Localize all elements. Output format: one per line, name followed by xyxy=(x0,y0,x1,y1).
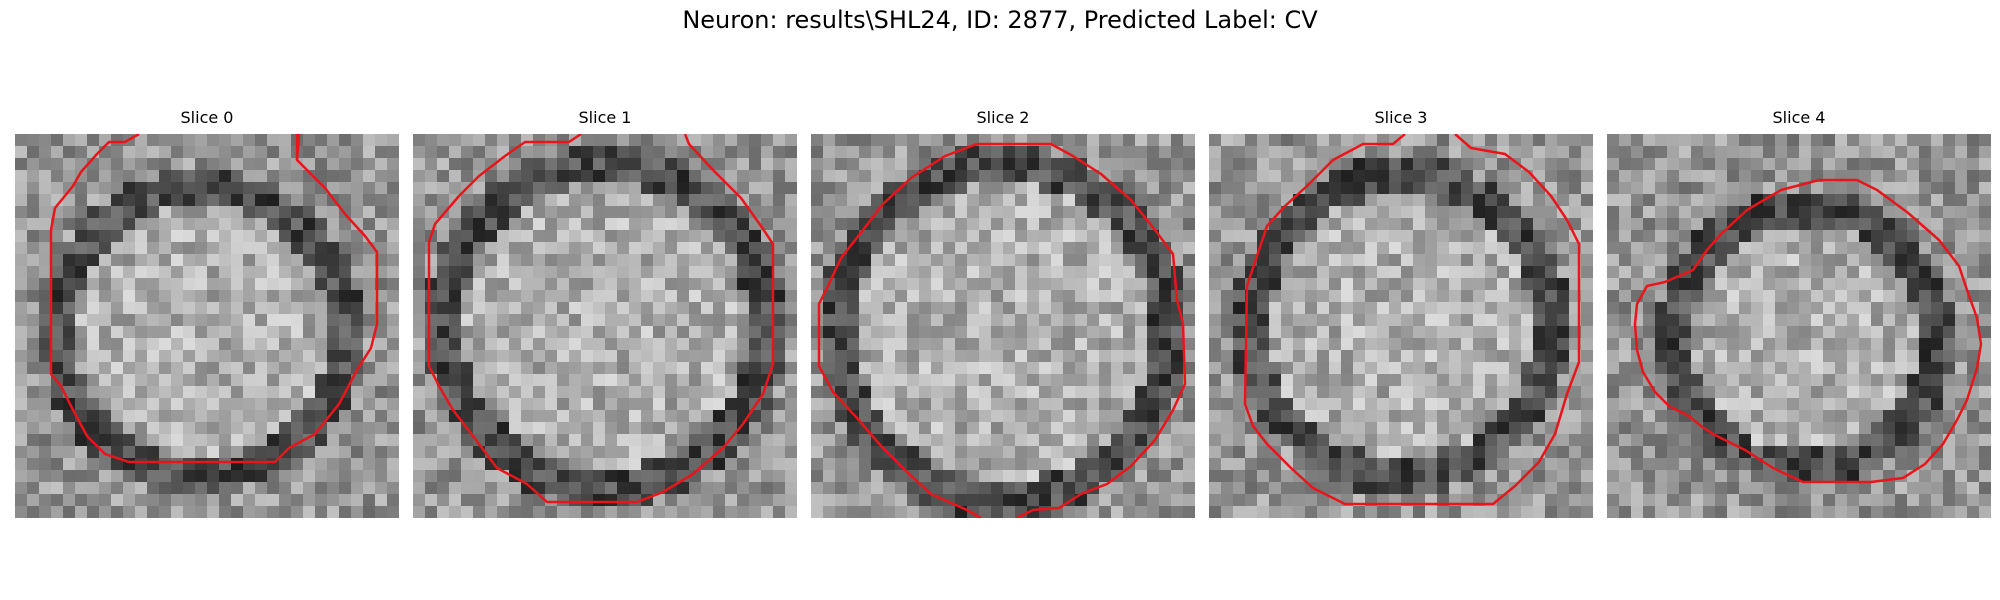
segmentation-contour xyxy=(427,134,775,504)
pixel-grid xyxy=(811,134,1195,518)
slice-image xyxy=(811,134,1195,518)
pixel-grid xyxy=(413,134,797,518)
segmentation-contour xyxy=(1633,178,1983,484)
slice-title: Slice 3 xyxy=(1374,108,1428,127)
segmentation-contour xyxy=(1243,134,1581,506)
slice-title: Slice 2 xyxy=(976,108,1030,127)
slice-title: Slice 4 xyxy=(1772,108,1826,127)
slice-panel-0: Slice 0 xyxy=(15,108,399,518)
segmentation-contour xyxy=(817,142,1187,518)
segmentation-contour xyxy=(49,134,379,464)
pixel-grid xyxy=(1209,134,1593,518)
slice-image xyxy=(1209,134,1593,518)
slice-panel-1: Slice 1 xyxy=(413,108,797,518)
pixel-grid xyxy=(15,134,399,518)
slice-image xyxy=(1607,134,1991,518)
figure-title: Neuron: results\SHL24, ID: 2877, Predict… xyxy=(682,6,1318,34)
segmentation-contour xyxy=(295,134,301,161)
slice-image xyxy=(15,134,399,518)
slice-panel-4: Slice 4 xyxy=(1607,108,1991,518)
slice-title: Slice 1 xyxy=(578,108,632,127)
slice-panel-3: Slice 3 xyxy=(1209,108,1593,518)
slice-image xyxy=(413,134,797,518)
slice-panel-2: Slice 2 xyxy=(811,108,1195,518)
pixel-grid xyxy=(1607,134,1991,518)
slice-title: Slice 0 xyxy=(180,108,234,127)
